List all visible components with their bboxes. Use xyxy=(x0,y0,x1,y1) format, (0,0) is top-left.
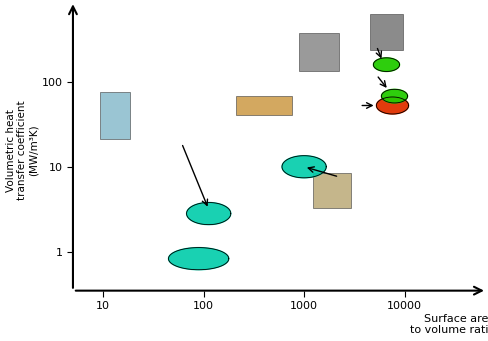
Polygon shape xyxy=(313,173,351,208)
Polygon shape xyxy=(236,96,291,115)
Polygon shape xyxy=(168,248,229,270)
Polygon shape xyxy=(100,92,130,139)
Polygon shape xyxy=(299,33,339,71)
Polygon shape xyxy=(376,97,408,114)
Polygon shape xyxy=(382,89,407,103)
Polygon shape xyxy=(186,203,231,225)
Polygon shape xyxy=(282,156,326,178)
Polygon shape xyxy=(370,14,403,50)
X-axis label: Surface area
to volume ratio: Surface area to volume ratio xyxy=(409,314,488,336)
Polygon shape xyxy=(373,58,400,72)
Y-axis label: Volumetric heat
transfer coefficient
(MW/m³K): Volumetric heat transfer coefficient (MW… xyxy=(5,100,39,200)
